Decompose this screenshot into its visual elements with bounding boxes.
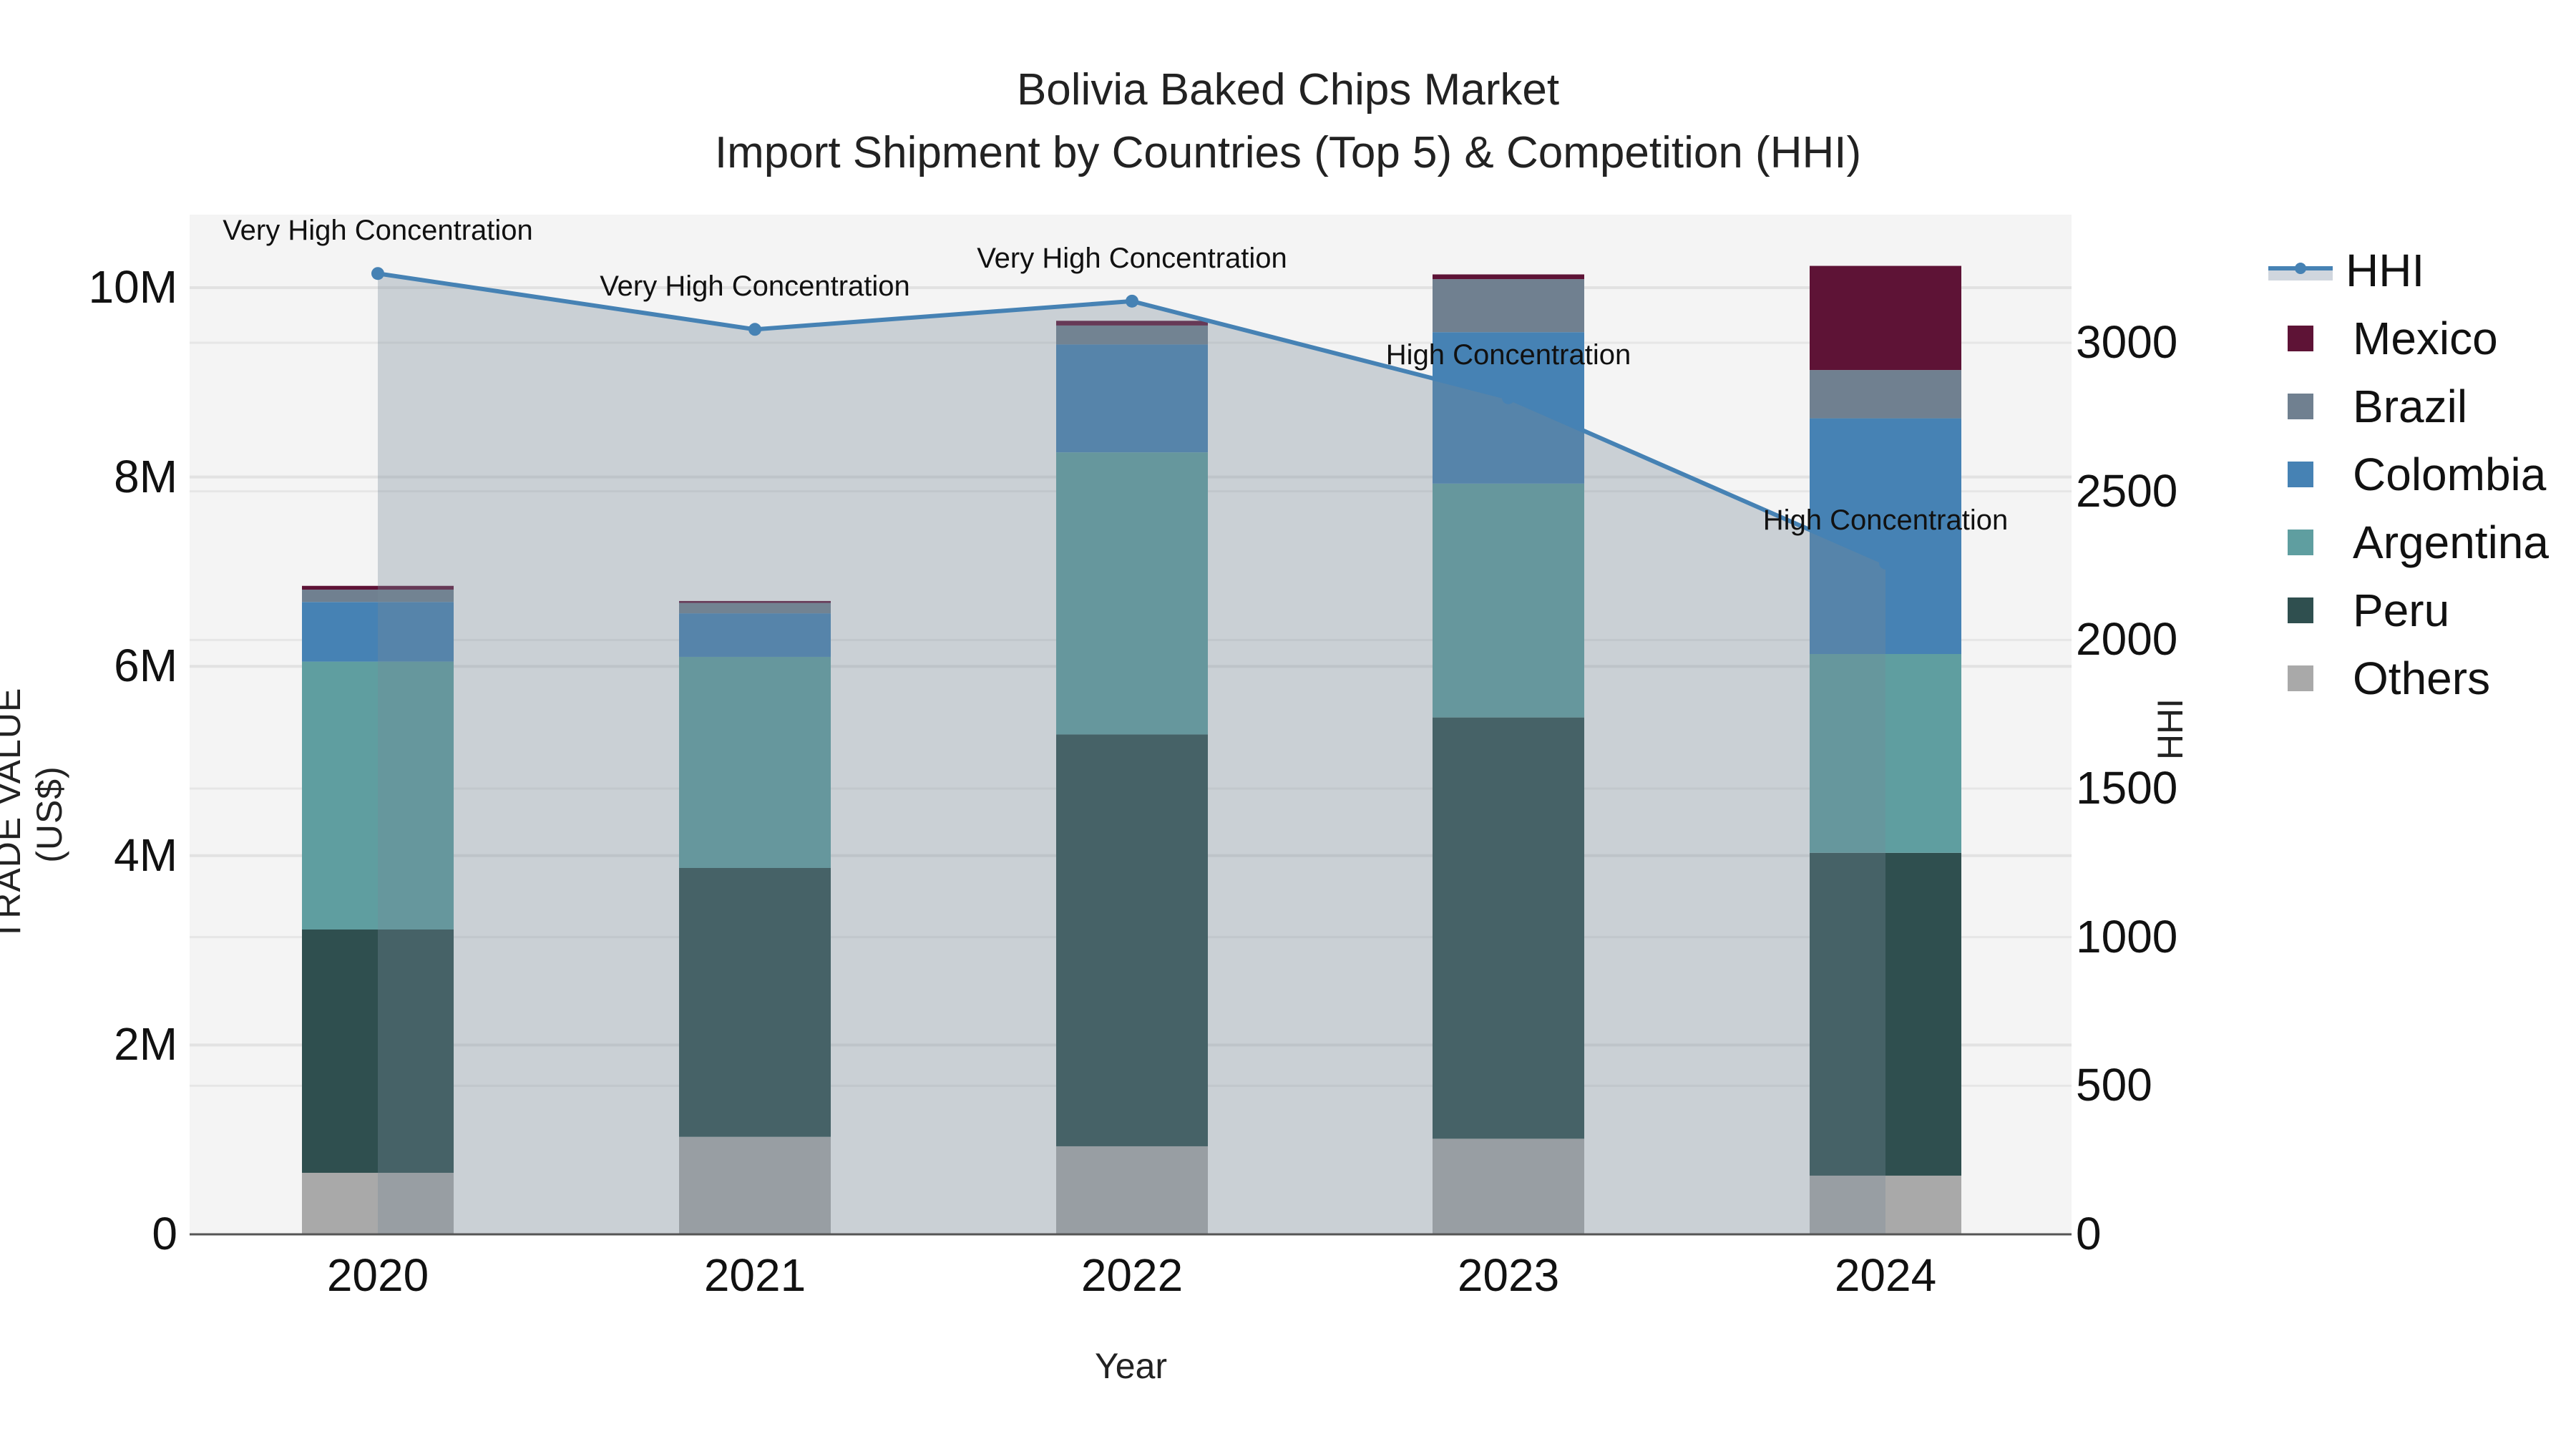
y-tick-label: 8M	[114, 450, 177, 502]
bar-segment-colombia	[1810, 418, 1961, 655]
hhi-annotation: High Concentration	[1385, 338, 1631, 371]
legend-label: Argentina	[2353, 516, 2549, 568]
bar-segment-argentina	[302, 661, 454, 930]
square-swatch-icon	[2288, 325, 2313, 351]
square-swatch-icon	[2288, 393, 2313, 419]
y2-tick-label: 2000	[2076, 613, 2178, 665]
stacked-bars	[302, 265, 1961, 1234]
bar-segment-colombia	[679, 613, 831, 657]
hhi-annotation: Very High Concentration	[600, 270, 910, 303]
hhi-annotation: Very High Concentration	[223, 215, 533, 247]
square-swatch-icon	[2288, 597, 2313, 623]
bar-segment-brazil	[302, 590, 454, 602]
line-marker-icon	[2268, 256, 2333, 285]
bar-segment-colombia	[302, 602, 454, 662]
bar-segment-colombia	[1433, 332, 1584, 484]
bar-segment-brazil	[1056, 325, 1208, 345]
bar-segment-others	[1056, 1146, 1208, 1234]
bar-segment-argentina	[1056, 452, 1208, 735]
x-tick-label: 2022	[1080, 1249, 1184, 1301]
legend-label: Others	[2353, 652, 2491, 704]
bar-segment-argentina	[679, 656, 831, 868]
square-swatch-icon	[2288, 529, 2313, 555]
x-axis-title: Year	[1095, 1346, 1168, 1386]
bar-segment-mexico	[1056, 321, 1208, 326]
hhi-annotation: Very High Concentration	[977, 242, 1287, 274]
y2-axis-title: HHI	[2150, 698, 2191, 761]
bar-segment-others	[1810, 1175, 1961, 1234]
bar-segment-brazil	[1810, 370, 1961, 419]
bar-segment-colombia	[1056, 344, 1208, 453]
hhi-point	[1126, 294, 1138, 308]
hhi-point	[371, 267, 384, 280]
y2-tick-label: 500	[2076, 1059, 2152, 1111]
hhi-annotation: High Concentration	[1762, 504, 2009, 536]
x-tick-label: 2024	[1834, 1249, 1937, 1301]
legend-item-mexico[interactable]: Mexico	[2268, 304, 2549, 372]
y2-tick-label: 3000	[2076, 316, 2178, 368]
legend-label: HHI	[2346, 244, 2425, 296]
x-tick-label: 2020	[326, 1249, 429, 1301]
legend-label: Colombia	[2353, 448, 2547, 500]
x-tick-label: 2021	[703, 1249, 806, 1301]
legend-item-peru[interactable]: Peru	[2268, 576, 2549, 644]
legend-item-brazil[interactable]: Brazil	[2268, 372, 2549, 440]
bar-segment-peru	[679, 867, 831, 1137]
square-swatch-icon	[2288, 461, 2313, 487]
bar-segment-others	[302, 1173, 454, 1234]
bar-segment-peru	[1433, 717, 1584, 1139]
bar-segment-others	[679, 1136, 831, 1234]
y-tick-label: 0	[152, 1208, 177, 1259]
y-tick-label: 6M	[114, 640, 177, 692]
hhi-line	[371, 267, 1892, 1235]
hhi-point	[748, 323, 761, 336]
y-tick-label: 4M	[114, 829, 177, 881]
legend-item-argentina[interactable]: Argentina	[2268, 508, 2549, 576]
y-tick-label: 2M	[114, 1018, 177, 1070]
y-axis-title: TRADE VALUE (US$)	[0, 687, 69, 942]
bar-segment-argentina	[1810, 654, 1961, 853]
y-tick-label: 10M	[88, 261, 178, 313]
bar-segment-peru	[1056, 734, 1208, 1146]
bar-segment-peru	[302, 929, 454, 1174]
bar-segment-mexico	[302, 585, 454, 590]
square-swatch-icon	[2288, 665, 2313, 691]
legend-label: Brazil	[2353, 380, 2468, 432]
legend-item-hhi[interactable]: HHI	[2268, 236, 2549, 304]
bar-segment-brazil	[1433, 279, 1584, 333]
x-tick-label: 2023	[1457, 1249, 1560, 1301]
legend: HHI Mexico Brazil Colombia Argentina Per…	[2268, 236, 2549, 712]
hhi-point	[1502, 391, 1515, 404]
legend-label: Peru	[2353, 584, 2450, 636]
bar-segment-others	[1433, 1138, 1584, 1234]
chart-title: Bolivia Baked Chips Market	[1016, 65, 1560, 114]
bar-segment-peru	[1810, 852, 1961, 1176]
hhi-point	[1879, 556, 1892, 570]
y2-tick-label: 2500	[2076, 464, 2178, 517]
y2-tick-label: 1500	[2076, 762, 2178, 814]
bar-segment-mexico	[1433, 274, 1584, 280]
y2-tick-label: 0	[2076, 1208, 2102, 1259]
legend-item-colombia[interactable]: Colombia	[2268, 440, 2549, 508]
legend-item-others[interactable]: Others	[2268, 644, 2549, 712]
legend-label: Mexico	[2353, 312, 2498, 364]
bar-segment-mexico	[679, 600, 831, 603]
chart-subtitle: Import Shipment by Countries (Top 5) & C…	[714, 128, 1862, 177]
bar-segment-mexico	[1810, 265, 1961, 371]
bar-segment-brazil	[679, 602, 831, 614]
bar-segment-argentina	[1433, 483, 1584, 718]
y2-tick-label: 1000	[2076, 910, 2178, 962]
